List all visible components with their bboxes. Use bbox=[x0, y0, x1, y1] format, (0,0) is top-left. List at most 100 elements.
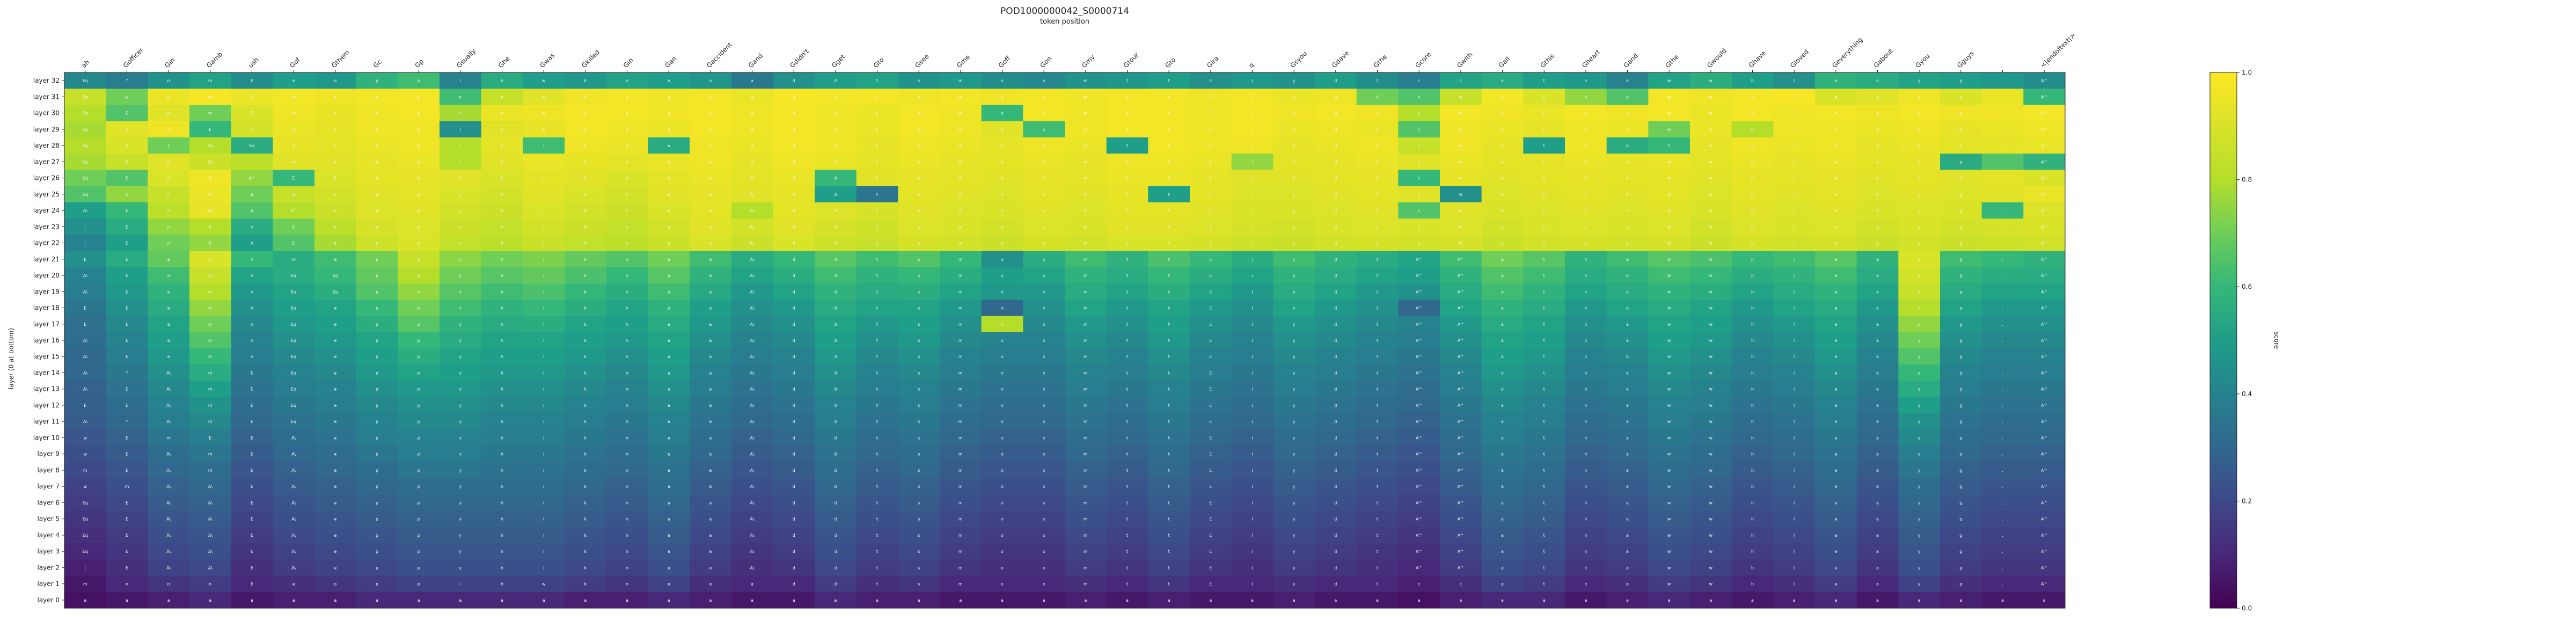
cell-label: n bbox=[167, 127, 170, 132]
cell-label: y bbox=[1918, 127, 1921, 132]
heatmap-cell bbox=[1898, 413, 1941, 430]
cell-label: d bbox=[834, 517, 837, 522]
cell-label: h bbox=[1584, 224, 1587, 229]
heatmap-cell bbox=[481, 494, 523, 512]
heatmap-cell bbox=[1773, 170, 1816, 187]
heatmap-cell bbox=[356, 446, 398, 463]
heatmap-cell bbox=[1023, 429, 1065, 447]
heatmap-cell bbox=[1148, 251, 1190, 268]
cell-label: d bbox=[793, 582, 795, 587]
cell-label: t bbox=[1168, 582, 1170, 587]
cell-label: h bbox=[1584, 192, 1587, 197]
heatmap-cell bbox=[106, 446, 148, 463]
cell-label: s bbox=[918, 208, 920, 213]
heatmap-cell bbox=[314, 559, 357, 577]
cell-label: A\ bbox=[750, 176, 754, 181]
cell-label: E bbox=[292, 176, 295, 181]
cell-label: p bbox=[418, 533, 420, 538]
cell-label: y bbox=[459, 322, 462, 327]
heatmap-cell bbox=[1315, 202, 1357, 219]
heatmap-cell bbox=[1106, 332, 1148, 349]
cell-label: p bbox=[418, 94, 420, 99]
heatmap-cell bbox=[1690, 202, 1732, 219]
heatmap-cell bbox=[273, 592, 315, 609]
cell-label: l bbox=[1794, 273, 1795, 278]
cell-label: a bbox=[1876, 338, 1879, 343]
cell-label: h bbox=[501, 176, 503, 181]
cell-label: h bbox=[501, 192, 503, 197]
heatmap-cell bbox=[356, 413, 398, 430]
cell-label: g bbox=[1959, 208, 1962, 213]
heatmap-cell bbox=[898, 283, 940, 300]
cell-label: E bbox=[1209, 533, 1212, 538]
cell-label: o bbox=[1001, 338, 1004, 343]
cell-label: d bbox=[793, 338, 795, 343]
cell-label: w bbox=[1459, 176, 1463, 181]
heatmap-cell bbox=[398, 267, 440, 284]
heatmap-cell bbox=[981, 105, 1023, 122]
cell-label: m bbox=[958, 338, 963, 343]
heatmap-cell bbox=[940, 478, 982, 495]
x-tick-label: Ghe bbox=[497, 55, 511, 69]
cell-label: p bbox=[418, 419, 420, 424]
heatmap-cell bbox=[481, 316, 523, 333]
heatmap-cell bbox=[1690, 316, 1732, 333]
x-tick-label: Gto bbox=[872, 56, 885, 69]
cell-label: y bbox=[1918, 192, 1921, 197]
cell-label: y bbox=[459, 403, 462, 408]
heatmap-cell bbox=[1815, 267, 1857, 284]
heatmap-cell bbox=[440, 413, 482, 430]
cell-label: h bbox=[1584, 533, 1587, 538]
heatmap-cell bbox=[1023, 89, 1065, 105]
cell-label: h bbox=[1584, 208, 1587, 213]
cell-label: n bbox=[167, 241, 170, 246]
cell-label: i bbox=[543, 224, 544, 229]
cell-label: h bbox=[501, 387, 503, 392]
heatmap-cell bbox=[1106, 462, 1148, 479]
cell-label: h bbox=[501, 452, 503, 457]
cell-label: i bbox=[1252, 78, 1253, 83]
heatmap-cell bbox=[64, 137, 107, 154]
cell-label: i bbox=[543, 338, 544, 343]
heatmap-cell bbox=[64, 170, 107, 187]
heatmap-cell bbox=[523, 154, 565, 170]
heatmap-cell bbox=[1065, 235, 1107, 252]
heatmap-cell bbox=[1690, 494, 1732, 512]
heatmap-cell bbox=[1106, 170, 1148, 187]
heatmap-cell bbox=[1065, 494, 1107, 512]
heatmap-cell bbox=[731, 592, 773, 609]
cell-label: n bbox=[251, 322, 253, 327]
heatmap-cell bbox=[1440, 332, 1482, 349]
heatmap-cell bbox=[1398, 381, 1440, 398]
heatmap-cell bbox=[856, 397, 898, 414]
heatmap-cell bbox=[189, 332, 232, 349]
cell-label: s bbox=[918, 435, 920, 440]
heatmap-cell bbox=[981, 300, 1023, 317]
cell-label: d bbox=[1334, 208, 1337, 213]
heatmap-cell bbox=[1606, 510, 1649, 528]
cell-label: d bbox=[834, 257, 837, 262]
heatmap-cell bbox=[106, 186, 148, 203]
heatmap-cell bbox=[815, 413, 857, 430]
heatmap-cell bbox=[1606, 381, 1649, 398]
heatmap-cell bbox=[1398, 316, 1440, 333]
heatmap-cell bbox=[1815, 478, 1857, 495]
heatmap-cell bbox=[398, 462, 440, 479]
cell-label: g bbox=[1959, 78, 1962, 83]
cell-label: i bbox=[543, 452, 544, 457]
colorbar-tick-label: 0.6 bbox=[2242, 283, 2252, 290]
cell-label: Eq bbox=[208, 208, 213, 213]
cell-label: p bbox=[418, 435, 420, 440]
heatmap-cell bbox=[481, 267, 523, 284]
cell-label: m bbox=[958, 176, 963, 181]
heatmap-cell bbox=[314, 364, 357, 382]
cell-label: w bbox=[1667, 452, 1671, 457]
cell-label: t bbox=[1377, 452, 1378, 457]
heatmap-cell bbox=[2023, 429, 2066, 447]
heatmap-cell bbox=[1273, 332, 1315, 349]
heatmap-cell bbox=[773, 251, 815, 268]
heatmap-cell bbox=[1648, 267, 1690, 284]
cell-label: t bbox=[1543, 159, 1545, 164]
cell-label: i bbox=[1252, 289, 1253, 294]
heatmap-cell bbox=[273, 202, 315, 219]
